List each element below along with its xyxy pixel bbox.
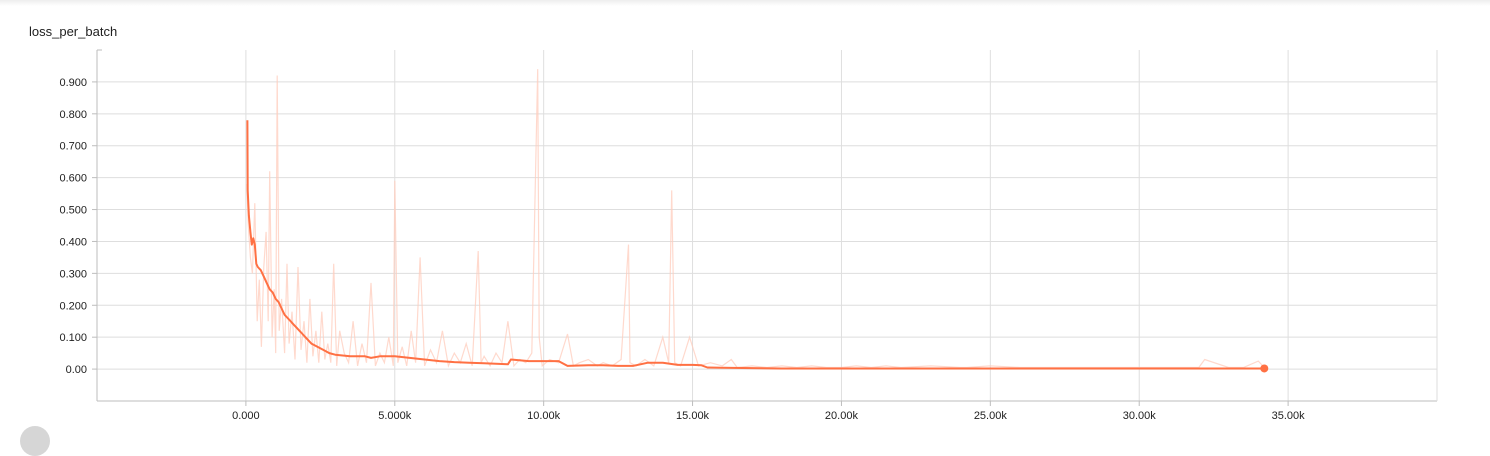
y-tick-label: 0.500 (59, 205, 87, 217)
x-tick-label: 25.00k (974, 410, 1008, 422)
x-tick-label: 35.00k (1272, 410, 1306, 422)
expand-button[interactable] (20, 426, 50, 456)
last-point-marker[interactable] (1260, 364, 1269, 373)
x-tick-label: 15.00k (676, 410, 710, 422)
x-tick-label: 20.00k (825, 410, 859, 422)
x-tick-labels: 0.000 5.000k 10.00k 15.00k 20.00k 25.00k 30.00… (232, 410, 1305, 422)
y-tick-label: 0.200 (59, 300, 87, 312)
smoothed-series (246, 120, 1269, 373)
y-tick-label: 0.400 (59, 236, 87, 248)
x-tick-label: 10.00k (527, 410, 561, 422)
x-tick-label: 30.00k (1123, 410, 1157, 422)
y-tick-label: 0.900 (59, 77, 87, 89)
x-tick-label: 5.000k (378, 410, 412, 422)
y-tick-label: 0.00 (66, 364, 87, 376)
axes (92, 49, 1438, 406)
raw-loss-line (246, 69, 1265, 369)
chart-title: loss_per_batch (29, 24, 118, 39)
top-divider (0, 0, 1490, 6)
y-tick-label: 0.100 (59, 332, 87, 344)
y-tick-label: 0.600 (59, 173, 87, 185)
y-tick-label: 0.700 (59, 141, 87, 153)
raw-series (246, 69, 1265, 369)
y-tick-label: 0.800 (59, 109, 87, 121)
smoothed-loss-line (246, 120, 1265, 370)
grid (97, 50, 1437, 401)
loss-chart[interactable]: 0.00 0.100 0.200 0.300 0.400 0.500 0.600 0.700 0… (0, 0, 1490, 433)
x-tick-label: 0.000 (232, 410, 260, 422)
y-tick-labels: 0.00 0.100 0.200 0.300 0.400 0.500 0.600 0.700 0… (59, 77, 87, 376)
y-tick-label: 0.300 (59, 268, 87, 280)
